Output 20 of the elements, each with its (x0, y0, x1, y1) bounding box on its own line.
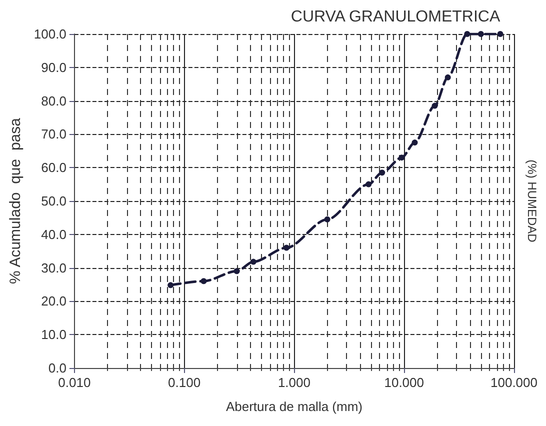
x-axis-title: Abertura de malla (mm) (226, 399, 362, 414)
y-tick-label: 80.0 (41, 93, 66, 108)
y-tick-label: 50.0 (41, 194, 66, 208)
x-tick-label: 10.000 (384, 375, 424, 390)
x-tick-label: 0.010 (58, 375, 91, 390)
y-axis-title: % Acumulado que pasa (7, 117, 24, 284)
y2-axis-title: (%) HUMEDAD (525, 160, 539, 243)
x-tick-label: 100.000 (490, 375, 538, 390)
y-tick-label: 100.0 (34, 26, 66, 42)
y-tick-label: 10.0 (41, 327, 66, 342)
y-tick-label: 0.0 (48, 360, 66, 376)
y-tick-label: 30.0 (41, 260, 66, 276)
x-tick-label: 0.100 (168, 375, 201, 390)
x-tick-label: 1.000 (278, 375, 310, 390)
y-tick-label: 40.0 (41, 226, 66, 242)
chart-title: CURVA GRANULOMETRICA (290, 8, 500, 26)
y-tick-label: 60.0 (41, 160, 66, 176)
y-tick-label: 20.0 (41, 294, 66, 309)
y-tick-label: 90.0 (41, 60, 66, 75)
y-tick-label: 70.0 (41, 126, 66, 142)
